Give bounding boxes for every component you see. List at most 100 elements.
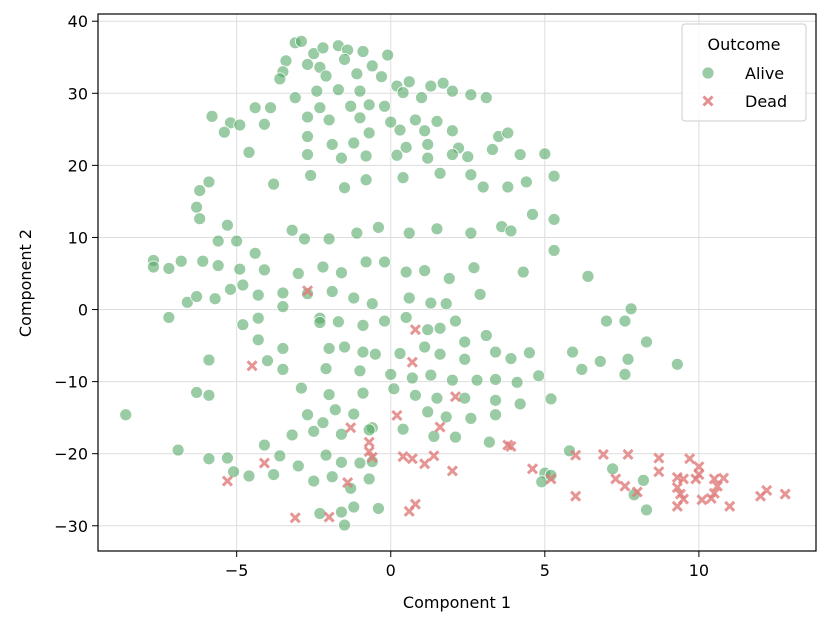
point-alive (291, 459, 305, 473)
point-dead (526, 463, 539, 475)
point-alive (325, 285, 339, 298)
point-alive (575, 362, 589, 376)
point-dead (406, 356, 418, 368)
point-alive (171, 443, 185, 457)
point-alive (233, 262, 247, 276)
point-alive (335, 505, 348, 519)
point-alive (162, 311, 176, 324)
point-alive (445, 84, 459, 98)
point-alive (221, 218, 234, 232)
point-alive (387, 382, 401, 396)
point-alive (251, 311, 265, 325)
point-dead (677, 473, 690, 485)
point-alive (347, 291, 361, 305)
point-alive (402, 291, 416, 305)
point-alive (344, 481, 358, 495)
point-dead (545, 473, 557, 485)
point-alive (335, 266, 348, 280)
point-alive (547, 244, 561, 257)
point-alive (618, 314, 632, 328)
point-alive (418, 264, 432, 278)
legend-box (681, 23, 807, 122)
point-alive (331, 83, 345, 97)
x-tick-label: 0 (386, 561, 396, 580)
point-alive (294, 34, 308, 48)
point-alive (464, 88, 478, 102)
point-alive (421, 151, 435, 165)
point-alive (319, 362, 333, 376)
point-alive (248, 246, 262, 260)
point-alive (470, 373, 484, 387)
point-alive (353, 364, 367, 378)
point-alive (316, 260, 330, 274)
y-tick-label: 40 (68, 12, 88, 31)
point-alive (445, 148, 459, 161)
point-alive (356, 45, 370, 58)
point-alive (393, 347, 407, 360)
y-tick-label: −30 (54, 517, 88, 536)
point-alive (276, 300, 290, 314)
point-alive (513, 148, 527, 161)
point-alive (399, 311, 413, 324)
point-dead (619, 480, 631, 492)
point-alive (424, 368, 438, 382)
point-alive (230, 234, 244, 248)
point-alive (325, 470, 339, 484)
point-alive (301, 110, 314, 124)
point-alive (433, 321, 447, 335)
point-alive (353, 111, 367, 125)
point-alive (319, 69, 333, 83)
point-dead (301, 285, 314, 297)
point-dead (696, 494, 708, 506)
point-alive (236, 318, 250, 332)
point-alive (538, 147, 552, 161)
point-alive (430, 222, 444, 236)
point-alive (335, 455, 348, 469)
point-dead (653, 452, 665, 464)
point-alive (449, 430, 462, 444)
point-alive (482, 435, 496, 449)
plot-frame (97, 13, 817, 552)
point-alive (258, 263, 271, 277)
point-alive (202, 175, 216, 189)
point-alive (418, 124, 432, 138)
point-alive (344, 99, 358, 113)
point-alive (310, 84, 324, 98)
point-alive (476, 180, 490, 194)
point-alive (436, 76, 450, 90)
point-alive (640, 503, 653, 517)
point-alive (221, 451, 234, 465)
point-alive (424, 79, 438, 93)
point-alive (510, 375, 524, 389)
point-alive (285, 223, 299, 237)
point-dead (366, 451, 378, 463)
point-alive (291, 267, 305, 280)
point-alive (566, 345, 579, 359)
point-dead (570, 490, 582, 502)
point-alive (458, 391, 472, 405)
point-alive (319, 448, 333, 462)
point-alive (301, 287, 314, 301)
point-alive (205, 109, 219, 123)
point-dead (724, 500, 736, 512)
y-tick-label: 30 (68, 84, 88, 103)
point-alive (335, 427, 348, 441)
point-alive (501, 180, 515, 194)
point-alive (316, 41, 330, 55)
point-alive (473, 287, 487, 301)
point-alive (479, 329, 493, 342)
point-dead (684, 453, 696, 465)
point-alive (322, 388, 336, 401)
point-alive (421, 138, 435, 151)
point-alive (393, 123, 407, 137)
point-alive (313, 60, 327, 74)
point-alive (547, 213, 561, 226)
point-dead (246, 360, 258, 372)
point-alive (301, 130, 314, 143)
point-alive (251, 333, 265, 347)
point-alive (464, 411, 478, 425)
point-alive (217, 125, 231, 139)
point-alive (375, 70, 388, 84)
point-alive (381, 48, 395, 62)
point-dead (323, 511, 335, 523)
